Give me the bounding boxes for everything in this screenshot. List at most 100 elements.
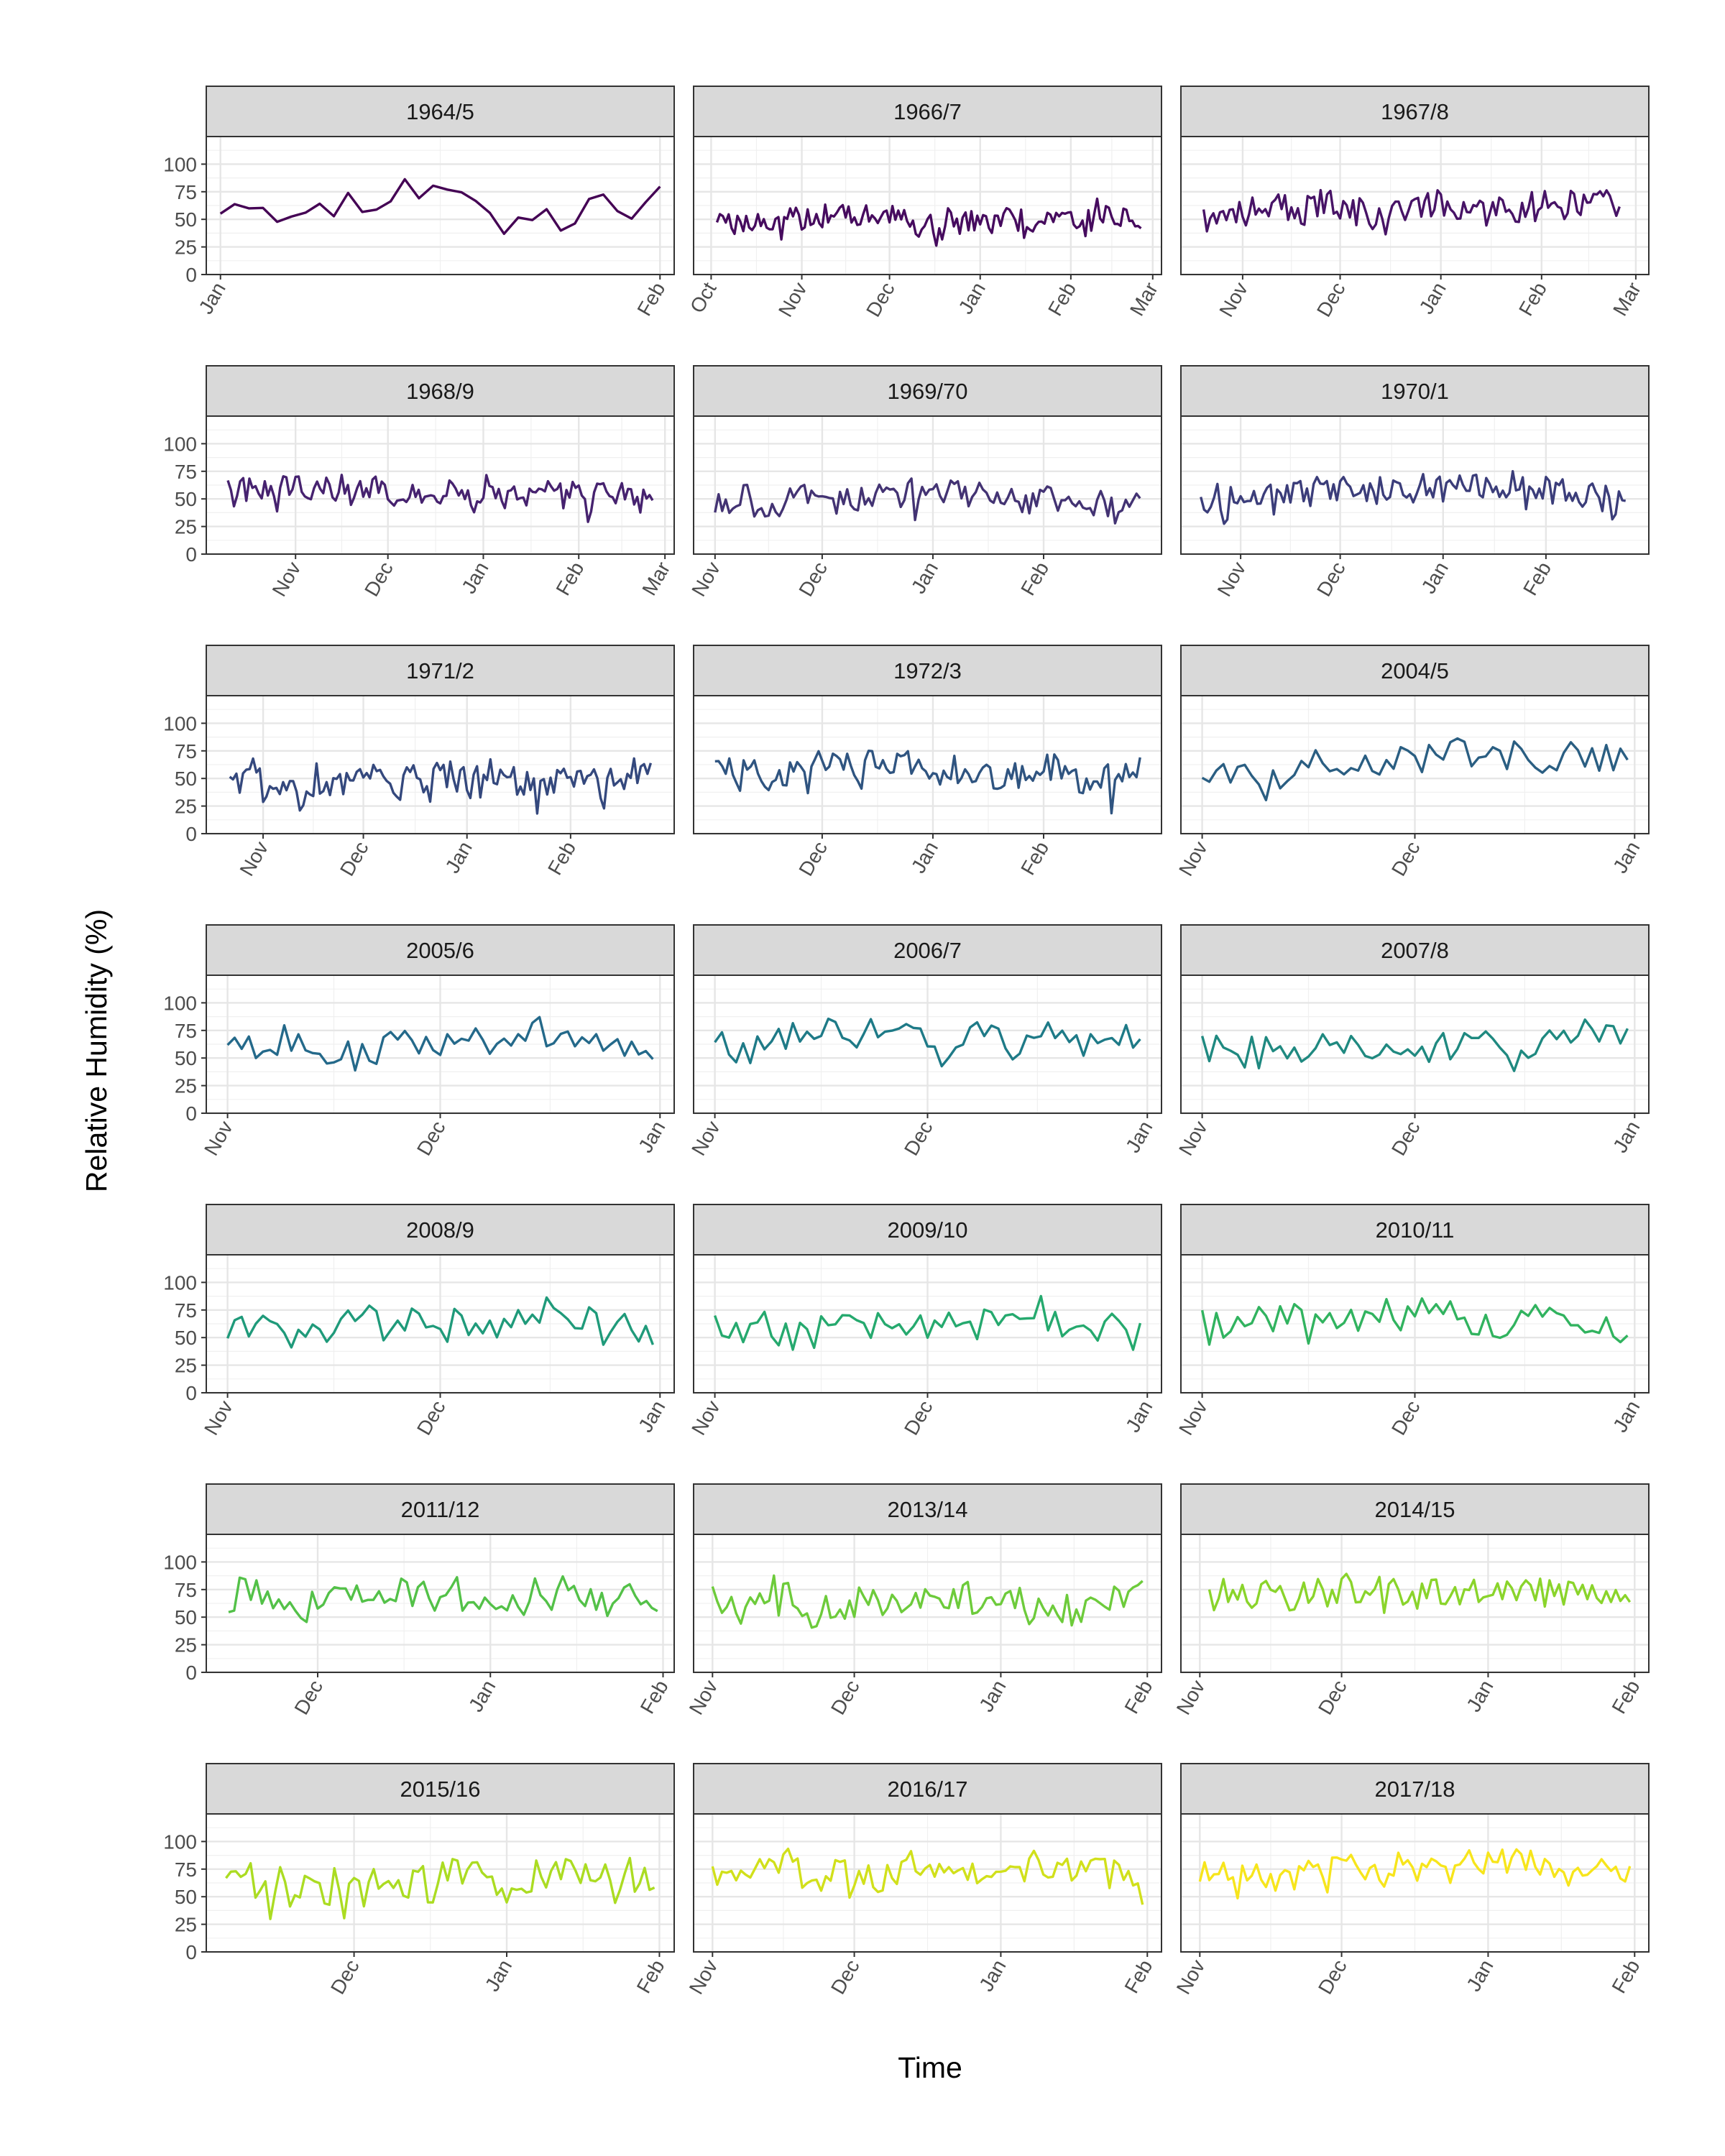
x-tick-label: Dec <box>827 1677 864 1719</box>
panel-border <box>1180 136 1650 275</box>
facet-strip <box>206 86 675 137</box>
x-tick-label: Mar <box>1609 279 1645 320</box>
panel: 1971/2 0 25 50 75 100 Nov Dec Jan Feb <box>163 645 675 880</box>
panel: 2015/16 0 25 50 75 100 Dec Jan Feb <box>163 1763 675 1999</box>
panel: 2008/9 0 25 50 75 100 Nov Dec Jan <box>163 1204 675 1439</box>
x-tick-label: Nov <box>1213 558 1251 601</box>
x-tick-label: Dec <box>326 1956 364 1999</box>
x-tick-label: Feb <box>551 558 588 599</box>
y-tick-label: 50 <box>175 488 197 510</box>
y-tick-label: 0 <box>185 543 197 566</box>
facet-label: 2016/17 <box>887 1777 967 1802</box>
humidity-series-line <box>228 1575 658 1623</box>
x-tick-label: Dec <box>1314 1677 1351 1719</box>
panel: 2005/6 0 25 50 75 100 Nov Dec Jan <box>163 924 675 1160</box>
y-tick-label: 100 <box>163 1830 197 1853</box>
x-tick-label: Jan <box>1417 558 1453 598</box>
y-tick-label: 75 <box>175 1299 197 1322</box>
x-tick-label: Dec <box>862 279 899 321</box>
panel-border <box>206 695 675 834</box>
y-tick-label: 25 <box>175 796 197 818</box>
x-tick-label: Jan <box>1462 1677 1497 1716</box>
y-tick-label: 0 <box>185 823 197 845</box>
x-tick-label: Jan <box>907 558 942 598</box>
x-tick-label: Dec <box>794 558 832 601</box>
y-tick-label: 25 <box>175 516 197 538</box>
y-axis-title: Relative Humidity (%) <box>80 909 113 1192</box>
y-tick-label: 50 <box>175 1886 197 1908</box>
y-tick-label: 25 <box>175 1075 197 1097</box>
x-tick-label: Nov <box>200 1397 237 1439</box>
facet-strip <box>206 1763 675 1815</box>
panel-border <box>693 695 1162 834</box>
x-tick-label: Dec <box>794 838 832 880</box>
x-tick-label: Nov <box>687 558 724 601</box>
facet-label: 1971/2 <box>406 658 474 683</box>
y-tick-label: 100 <box>163 433 197 455</box>
y-tick-label: 25 <box>175 1634 197 1657</box>
x-tick-label: Oct <box>686 278 721 316</box>
facet-label: 2007/8 <box>1381 938 1449 963</box>
y-tick-label: 0 <box>185 264 197 286</box>
x-tick-label: Jan <box>1462 1956 1497 1996</box>
x-tick-label: Nov <box>236 838 273 880</box>
x-tick-label: Jan <box>481 1956 516 1996</box>
x-tick-label: Dec <box>1387 838 1425 880</box>
facet-strip <box>1180 86 1650 137</box>
x-tick-label: Nov <box>200 1118 237 1160</box>
humidity-series-line <box>715 197 1142 247</box>
x-tick-label: Jan <box>634 1397 669 1437</box>
x-tick-label: Dec <box>900 1118 937 1160</box>
facet-label: 2014/15 <box>1374 1497 1455 1522</box>
x-tick-label: Jan <box>1609 1118 1644 1157</box>
x-tick-label: Jan <box>464 1677 500 1716</box>
panel-border <box>693 1534 1162 1673</box>
facet-label: 1966/7 <box>893 99 962 124</box>
x-tick-label: Jan <box>907 838 942 877</box>
facet-panels: 1964/5 0 25 50 75 100 Jan Feb 1966/7 Oct Nov Dec Jan… <box>163 86 1650 1999</box>
panel-border <box>693 1813 1162 1953</box>
y-tick-label: 0 <box>185 1382 197 1404</box>
facet-strip <box>693 1204 1162 1256</box>
x-tick-label: Feb <box>1514 279 1551 320</box>
facet-strip <box>206 1483 675 1535</box>
x-tick-label: Jan <box>1121 1118 1156 1157</box>
facet-strip <box>206 1204 675 1256</box>
x-tick-label: Nov <box>685 1677 722 1719</box>
x-tick-label: Nov <box>774 279 811 321</box>
facet-strip <box>693 365 1162 417</box>
x-tick-label: Jan <box>634 1118 669 1157</box>
x-tick-label: Nov <box>1172 1677 1210 1719</box>
x-tick-label: Jan <box>1609 1397 1644 1437</box>
x-tick-label: Jan <box>194 279 229 318</box>
facet-label: 2009/10 <box>887 1217 967 1243</box>
x-tick-label: Jan <box>441 838 476 877</box>
x-tick-label: Feb <box>1044 279 1080 320</box>
x-tick-label: Dec <box>413 1397 450 1439</box>
y-tick-label: 100 <box>163 153 197 175</box>
facet-label: 2004/5 <box>1381 658 1449 683</box>
facet-strip <box>693 1483 1162 1535</box>
facet-strip <box>1180 924 1650 976</box>
x-tick-label: Dec <box>1312 279 1350 321</box>
panel: 2006/7 Nov Dec Jan <box>687 924 1162 1160</box>
x-tick-label: Dec <box>1387 1118 1425 1160</box>
panel-border <box>1180 415 1650 555</box>
panel-border <box>206 1534 675 1673</box>
humidity-series-line <box>1200 1297 1629 1346</box>
panel-border <box>1180 695 1650 834</box>
x-tick-label: Feb <box>1120 1677 1156 1718</box>
facet-strip <box>1180 1483 1650 1535</box>
panel-border <box>206 136 675 275</box>
facet-label: 2011/12 <box>401 1497 480 1522</box>
y-tick-label: 100 <box>163 712 197 734</box>
x-tick-label: Nov <box>687 1118 724 1160</box>
x-tick-label: Feb <box>1607 1677 1644 1718</box>
facet-strip <box>1180 365 1650 417</box>
humidity-series-line <box>1200 470 1627 525</box>
x-tick-label: Dec <box>1387 1397 1425 1439</box>
x-tick-label: Feb <box>543 838 580 879</box>
panel: 2013/14 Nov Dec Jan Feb <box>685 1483 1162 1719</box>
humidity-series-line <box>714 477 1141 525</box>
x-tick-label: Nov <box>1172 1956 1210 1999</box>
